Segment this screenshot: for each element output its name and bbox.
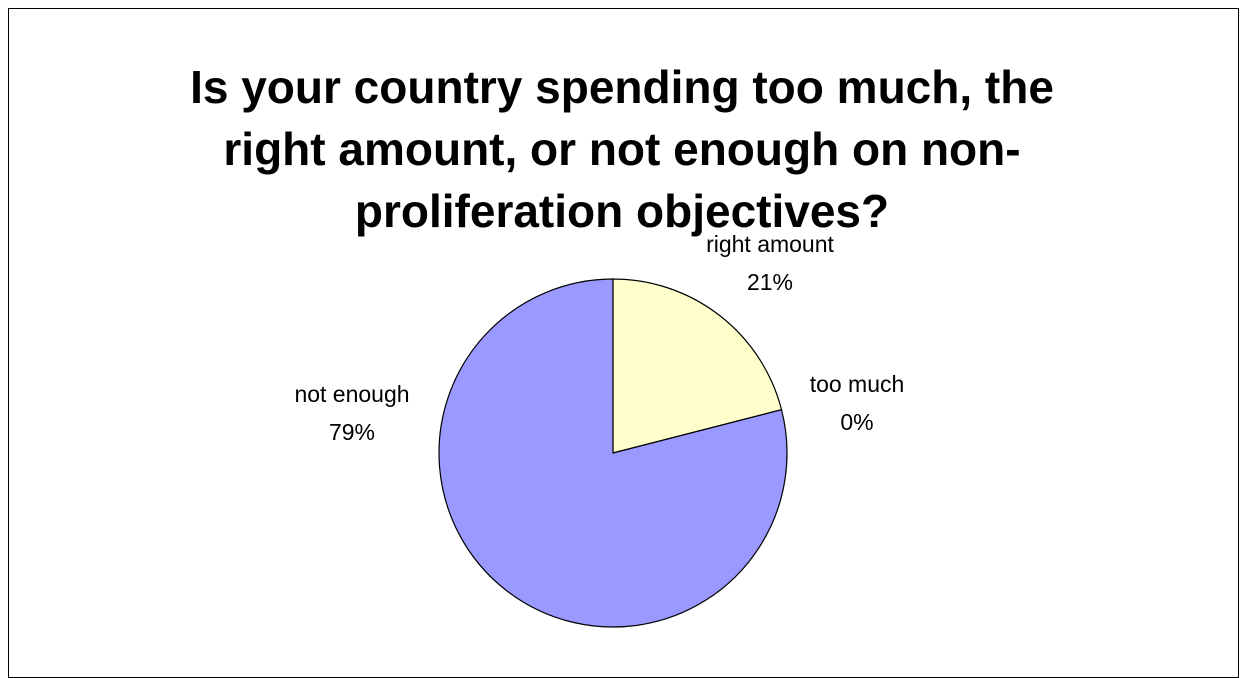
chart-title-line-3: proliferation objectives?: [354, 185, 890, 237]
chart-title-line-1: Is your country spending too much, the: [190, 61, 1054, 113]
pie-slice-right-amount: [612, 278, 783, 454]
slice-value-not-enough: 79%: [329, 419, 375, 445]
slice-label-not-enough: not enough: [294, 381, 409, 407]
slice-label-too-much: too much: [810, 371, 905, 397]
slice-value-right-amount: 21%: [747, 269, 793, 295]
pie-chart: right amount 21% too much 0% not enough …: [294, 231, 904, 628]
pie-slices: [438, 278, 788, 628]
slice-label-right-amount: right amount: [706, 231, 834, 257]
slice-labels: right amount 21% too much 0% not enough …: [294, 231, 904, 445]
pie-slice-not-enough: [438, 278, 788, 628]
chart-title: Is your country spending too much, the r…: [0, 56, 1244, 242]
slice-value-too-much: 0%: [840, 409, 873, 435]
chart-title-line-2: right amount, or not enough on non-: [223, 123, 1021, 175]
